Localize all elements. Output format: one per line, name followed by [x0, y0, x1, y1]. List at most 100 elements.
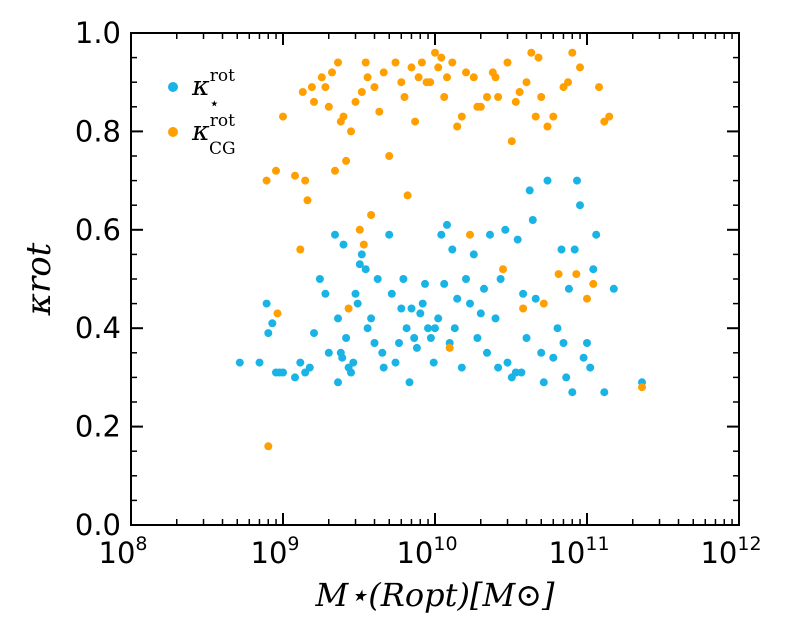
stellar-kappa-point — [349, 358, 358, 367]
stellar-kappa-point — [373, 275, 382, 283]
stellar-kappa-point — [476, 309, 485, 318]
stellar-kappa-point — [519, 289, 528, 298]
cold-gas-kappa-point — [527, 48, 536, 57]
cold-gas-kappa-point — [515, 88, 524, 96]
cold-gas-kappa-point — [600, 117, 609, 126]
cold-gas-kappa-point — [411, 117, 420, 126]
stellar-kappa-point — [586, 363, 595, 372]
cold-gas-kappa-point — [453, 122, 462, 131]
stellar-kappa-point — [347, 368, 355, 377]
stellar-kappa-point — [391, 358, 400, 367]
cold-gas-kappa-point — [440, 93, 449, 101]
cold-gas-kappa-point — [564, 78, 572, 87]
cold-gas-kappa-point — [303, 196, 312, 205]
cold-gas-kappa-point — [414, 73, 423, 82]
stellar-kappa-point — [279, 368, 287, 377]
stellar-kappa-point — [539, 378, 548, 387]
cold-gas-kappa-point — [391, 58, 400, 67]
stellar-kappa-point — [331, 230, 339, 239]
stellar-kappa-point — [568, 388, 577, 397]
stellar-kappa-point — [399, 275, 408, 283]
stellar-kappa-point — [592, 230, 601, 239]
stellar-kappa-point — [473, 334, 482, 342]
stellar-kappa-point — [353, 299, 362, 308]
cold-gas-kappa-point — [426, 78, 435, 87]
cold-gas-kappa-point — [437, 53, 446, 62]
cold-gas-kappa-point — [554, 270, 563, 279]
stellar-kappa-point — [450, 324, 459, 333]
cold-gas-kappa-point — [503, 58, 512, 67]
stellar-kappa-point — [255, 358, 264, 367]
cold-gas-kappa-point — [407, 63, 416, 72]
cold-gas-kappa-point — [361, 58, 370, 67]
stellar-kappa-point — [562, 373, 571, 382]
stellar-kappa-point — [407, 304, 416, 313]
cold-gas-kappa-point — [499, 265, 507, 274]
stellar-kappa-point — [405, 378, 414, 387]
stellar-kappa-point — [531, 294, 540, 303]
cold-gas-kappa-point — [328, 68, 336, 77]
stellar-kappa-point — [466, 299, 474, 308]
cold-gas-kappa-point — [534, 53, 543, 62]
cold-gas-kappa-point — [331, 166, 339, 175]
cold-gas-kappa-point — [321, 83, 330, 92]
cold-gas-kappa-point — [589, 279, 598, 288]
cold-gas-kappa-point — [448, 58, 457, 67]
stellar-kappa-point — [363, 324, 372, 333]
stellar-kappa-point — [469, 250, 478, 259]
stellar-kappa-point — [483, 348, 491, 357]
stellar-kappa-point — [421, 279, 429, 288]
cold-gas-kappa-point — [272, 166, 280, 175]
stellar-kappa-point — [268, 319, 277, 328]
cold-gas-kappa-point — [351, 97, 360, 106]
y-tick-label: 0.4 — [75, 311, 121, 345]
stellar-kappa-point — [501, 225, 510, 234]
stellar-kappa-point — [589, 265, 598, 274]
stellar-kappa-point — [559, 339, 568, 347]
cold-gas-kappa-point — [539, 299, 548, 308]
plot-frame — [130, 32, 740, 526]
stellar-kappa-point — [579, 353, 588, 362]
cold-gas-kappa-point — [375, 107, 384, 116]
legend-label-stellar: κrot ⋆ — [191, 66, 235, 114]
cold-gas-kappa-point — [264, 442, 273, 451]
cold-gas-kappa-point — [273, 309, 282, 318]
stellar-kappa-point — [321, 289, 330, 298]
stellar-kappa-point — [305, 363, 314, 372]
stellar-kappa-point — [503, 358, 512, 367]
cold-gas-kappa-point — [344, 304, 353, 313]
stellar-kappa-point — [448, 245, 457, 254]
stellar-kappa-point — [416, 309, 425, 318]
cold-gas-kappa-point — [385, 152, 394, 160]
stellar-kappa-point — [457, 363, 466, 372]
cold-gas-kappa-point — [357, 88, 366, 96]
stellar-kappa-point — [549, 353, 558, 362]
cold-gas-kappa-point — [355, 225, 364, 234]
y-tick-label: 0.8 — [75, 114, 121, 148]
cold-gas-kappa-point — [301, 176, 310, 185]
stellar-kappa-point — [291, 373, 299, 382]
cold-gas-kappa-point — [543, 122, 552, 131]
cold-gas-kappa-point — [339, 112, 348, 121]
stellar-kappa-point — [334, 314, 342, 323]
cold-gas-kappa-point — [549, 112, 558, 121]
cold-gas-kappa-point — [595, 83, 603, 92]
cold-gas-kappa-point — [370, 83, 379, 92]
stellar-kappa-point — [351, 289, 360, 298]
stellar-kappa-point — [525, 186, 534, 195]
stellar-kappa-point — [573, 176, 581, 185]
stellar-kappa-point — [426, 334, 435, 342]
stellar-kappa-point — [342, 334, 351, 342]
stellar-kappa-point — [453, 294, 462, 303]
x-tick-label: 1011 — [548, 533, 609, 570]
stellar-kappa-point — [583, 339, 591, 347]
stellar-kappa-point — [410, 334, 419, 342]
stellar-kappa-point — [361, 265, 370, 274]
cold-gas-kappa-point — [307, 83, 316, 92]
stellar-kappa-point — [235, 358, 244, 367]
stellar-kappa-point — [357, 250, 366, 259]
stellar-kappa-point — [511, 368, 520, 377]
stellar-kappa-point — [429, 358, 438, 367]
cold-gas-kappa-point — [572, 270, 581, 279]
cold-gas-kappa-point — [400, 93, 409, 101]
